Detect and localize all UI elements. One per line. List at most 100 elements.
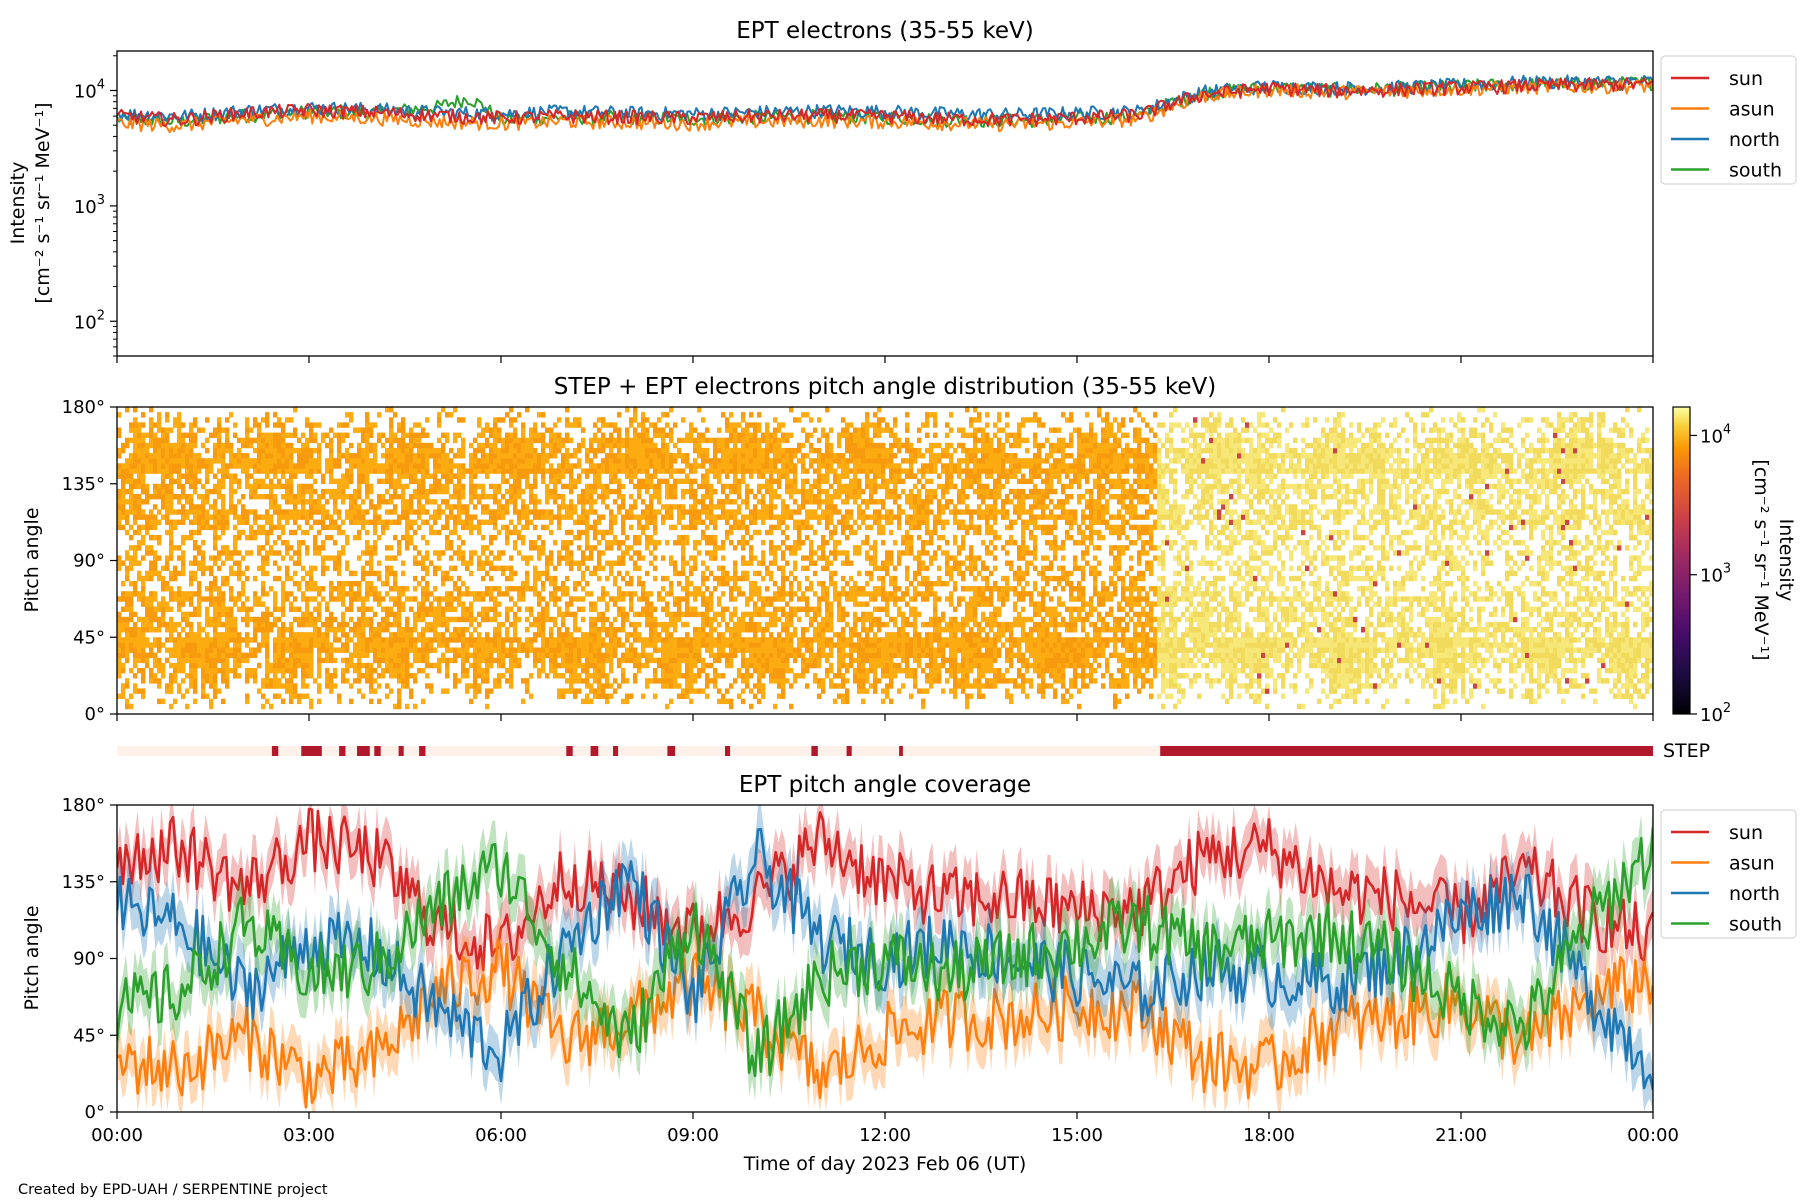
heatmap-cell [305, 693, 310, 699]
heatmap-cell [693, 493, 698, 500]
heatmap-cell [337, 555, 342, 561]
heatmap-cell [241, 657, 246, 664]
heatmap-cell [549, 667, 554, 674]
heatmap-cell [609, 540, 614, 546]
heatmap-cell [577, 688, 582, 694]
heatmap-cell [313, 519, 318, 525]
heatmap-cell [293, 673, 298, 679]
heatmap-cell [149, 458, 154, 464]
heatmap-cell [161, 478, 166, 485]
heatmap-cell [177, 412, 182, 418]
heatmap-cell [265, 442, 270, 449]
heatmap-cell [265, 606, 270, 612]
heatmap-cell [441, 447, 446, 454]
heatmap-cell [565, 688, 570, 694]
heatmap-cell [653, 642, 658, 648]
heatmap-cell [245, 422, 250, 428]
heatmap-cell [201, 673, 206, 679]
heatmap-cell [133, 422, 138, 428]
heatmap-cell [365, 437, 370, 444]
heatmap-cell [613, 601, 618, 607]
heatmap-cell [633, 662, 638, 669]
heatmap-cell [653, 678, 658, 684]
heatmap-cell [533, 647, 538, 653]
heatmap-cell [481, 447, 486, 454]
heatmap-cell [421, 473, 426, 479]
heatmap-cell [189, 657, 194, 664]
heatmap-cell [681, 621, 686, 628]
heatmap-cell [189, 673, 194, 679]
heatmap-cell [181, 611, 186, 618]
heatmap-cell [633, 417, 638, 423]
heatmap-cell [265, 652, 270, 659]
heatmap-cell [241, 637, 246, 643]
heatmap-cell [253, 468, 258, 474]
heatmap-cell [161, 437, 166, 444]
heatmap-cell [669, 560, 674, 566]
heatmap-cell [169, 616, 174, 623]
heatmap-cell [349, 601, 354, 607]
heatmap-cell [509, 447, 514, 454]
heatmap-cell [209, 667, 214, 674]
heatmap-cell [301, 565, 306, 572]
heatmap-cell [621, 621, 626, 628]
heatmap-cell [133, 688, 138, 694]
heatmap-cell [493, 637, 498, 643]
heatmap-cell [569, 422, 574, 428]
heatmap-cell [601, 611, 606, 618]
heatmap-cell [177, 422, 182, 428]
heatmap-cell [701, 529, 706, 536]
heatmap-cell [689, 698, 694, 705]
heatmap-cell [529, 463, 534, 469]
heatmap-cell [181, 596, 186, 602]
heatmap-cell [361, 611, 366, 618]
heatmap-cell [353, 580, 358, 587]
heatmap-cell [405, 647, 410, 653]
heatmap-cell [353, 453, 358, 459]
heatmap-cell [549, 657, 554, 664]
heatmap-cell [693, 657, 698, 664]
heatmap-cell [425, 642, 430, 648]
heatmap-cell [305, 580, 310, 587]
heatmap-cell [489, 637, 494, 643]
heatmap-cell [393, 468, 398, 474]
heatmap-cell [417, 514, 422, 520]
heatmap-cell [149, 545, 154, 551]
heatmap-cell [333, 463, 338, 469]
heatmap-cell [453, 606, 458, 612]
heatmap-cell [437, 529, 442, 536]
heatmap-cell [285, 683, 290, 689]
heatmap-cell [301, 678, 306, 684]
heatmap-cell [521, 540, 526, 546]
heatmap-cell [225, 616, 230, 623]
heatmap-cell [117, 499, 122, 505]
heatmap-cell [589, 632, 594, 638]
heatmap-cell [565, 529, 570, 536]
heatmap-cell [601, 499, 606, 505]
heatmap-cell [313, 458, 318, 464]
heatmap-cell [385, 545, 390, 551]
heatmap-cell [601, 565, 606, 572]
heatmap-cell [229, 447, 234, 454]
heatmap-cell [537, 412, 542, 418]
heatmap-cell [217, 652, 222, 659]
heatmap-cell [361, 463, 366, 469]
heatmap-cell [357, 447, 362, 454]
heatmap-cell [553, 652, 558, 659]
heatmap-cell [521, 580, 526, 587]
heatmap-cell [177, 447, 182, 454]
heatmap-cell [685, 463, 690, 469]
heatmap-cell [309, 673, 314, 679]
heatmap-cell [445, 458, 450, 464]
heatmap-cell [501, 478, 506, 485]
heatmap-cell [337, 509, 342, 515]
heatmap-cell [153, 642, 158, 648]
heatmap-cell [461, 550, 466, 556]
heatmap-cell [445, 596, 450, 602]
heatmap-cell [181, 422, 186, 428]
heatmap-cell [173, 662, 178, 669]
heatmap-cell [225, 678, 230, 684]
heatmap-cell [701, 601, 706, 607]
heatmap-cell [601, 493, 606, 500]
heatmap-cell [289, 575, 294, 582]
